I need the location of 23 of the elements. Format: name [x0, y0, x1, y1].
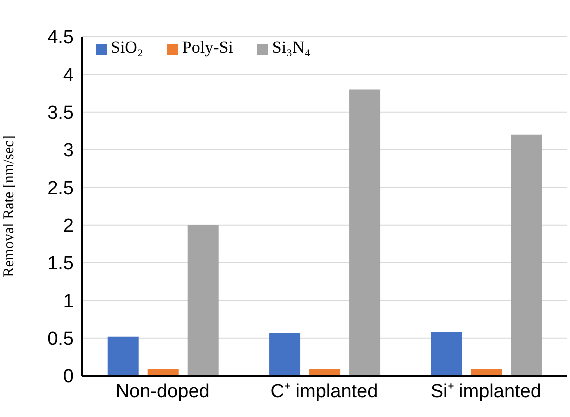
y-tick-label: 1 — [63, 291, 74, 312]
x-tick-label: Si⁺ implanted — [430, 381, 542, 402]
bar — [188, 225, 219, 376]
x-tick-label: Non-doped — [116, 381, 210, 402]
bar — [350, 90, 381, 376]
y-tick-label: 0.5 — [48, 329, 74, 350]
y-axis-title: Removal Rate [nm/sec] — [1, 136, 18, 278]
y-tick-label: 3.5 — [48, 103, 74, 124]
legend-label: Si₃N₄ — [272, 38, 311, 57]
bar — [108, 336, 139, 376]
bar — [511, 134, 542, 376]
y-tick-label: 4 — [63, 65, 74, 86]
y-tick-label: 3 — [63, 140, 74, 162]
y-tick-label: 0 — [63, 366, 74, 388]
y-tick-label: 1.5 — [48, 254, 74, 275]
y-tick-label: 4.5 — [48, 28, 74, 49]
bar — [270, 333, 301, 376]
y-tick-label: 2.5 — [48, 178, 74, 200]
y-tick-label: 2 — [63, 216, 74, 238]
legend-label: Poly-Si — [182, 38, 234, 57]
bar — [431, 332, 462, 376]
legend-label: SiO₂ — [111, 38, 144, 57]
x-tick-label: C⁺ implanted — [270, 381, 378, 402]
